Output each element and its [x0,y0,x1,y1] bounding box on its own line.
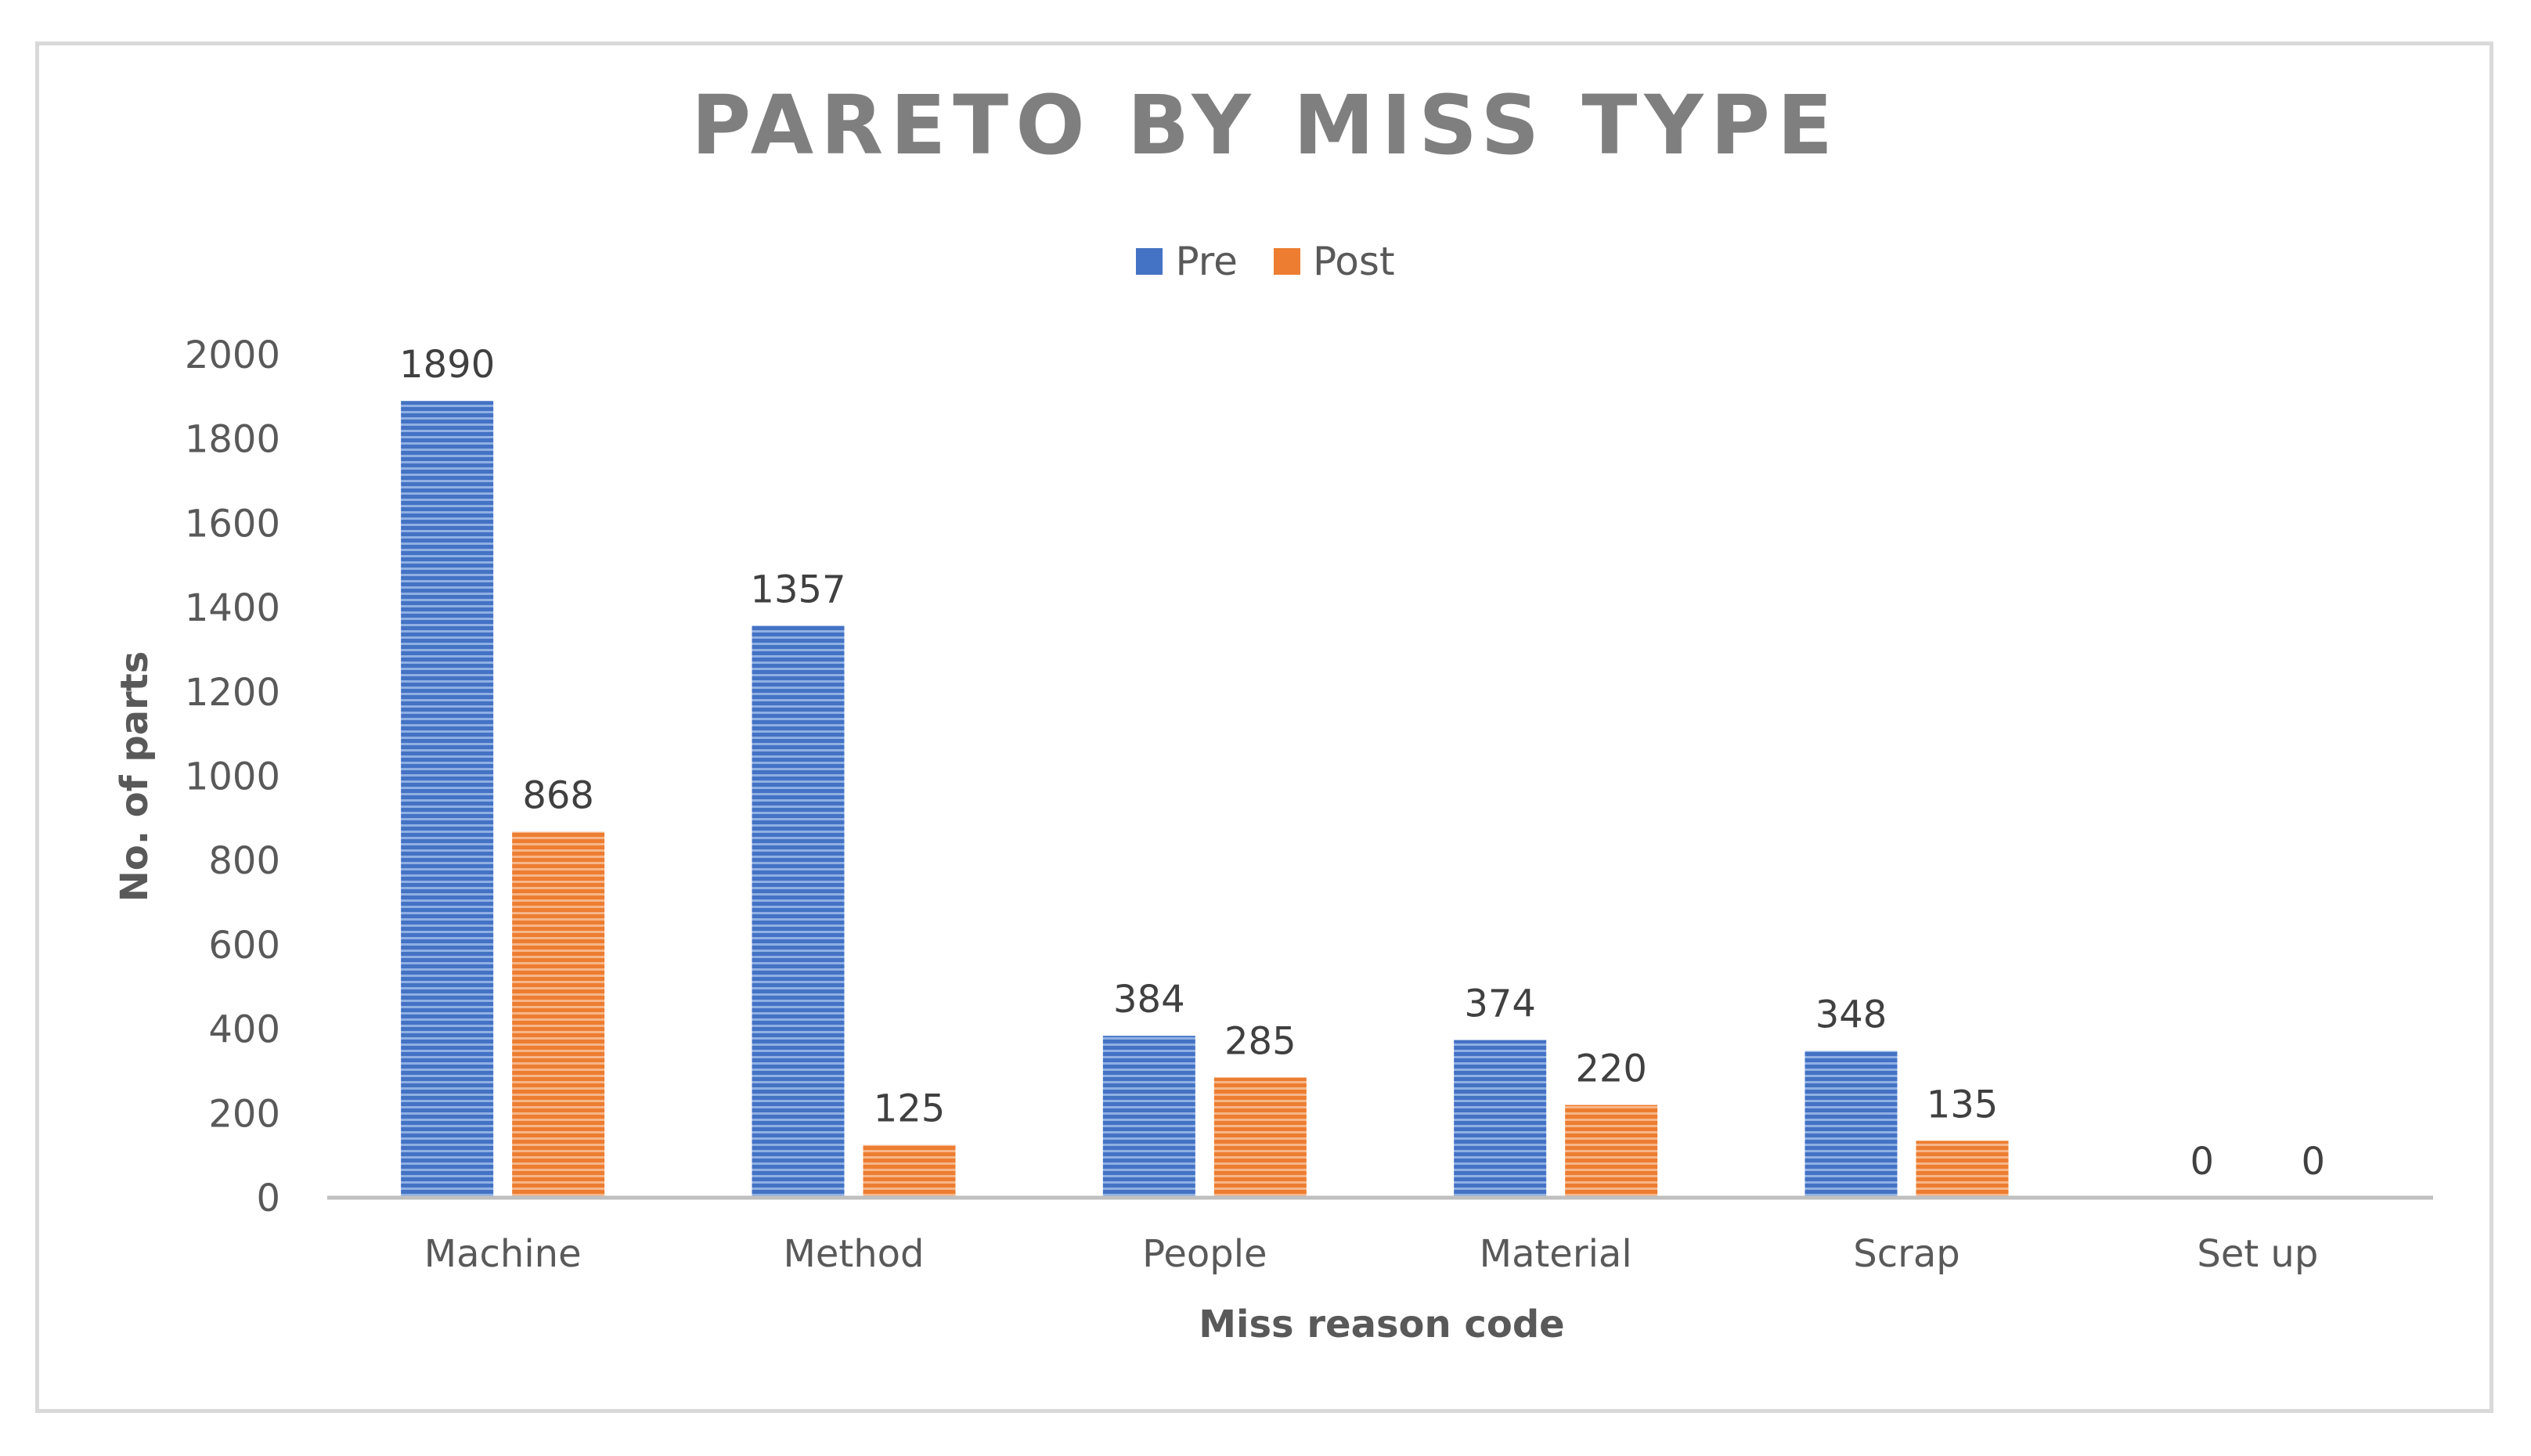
data-label-pre: 1357 [750,568,845,611]
bar-post [512,831,605,1198]
y-tick-label: 1800 [185,418,280,462]
bar-pre [1805,1051,1898,1198]
legend-item-post: Post [1273,239,1395,284]
x-axis-title: Miss reason code [1199,1303,1564,1346]
bar-post [1916,1141,2009,1198]
bar-post [863,1144,956,1198]
bar-pre [1102,1036,1195,1198]
y-tick-label: 2000 [185,333,280,377]
chart-legend: Pre Post [0,239,2531,284]
data-label-post: 125 [874,1087,946,1131]
data-label-post: 0 [2302,1140,2326,1184]
chart-title: PARETO BY MISS TYPE [691,77,1840,173]
bar-pre [401,401,494,1198]
legend-label-pre: Pre [1175,239,1238,284]
bar-pre [1454,1040,1547,1198]
data-label-pre: 348 [1815,993,1887,1037]
x-axis: Machine Method People Material Scrap Set up [327,1195,2433,1276]
y-axis: 0 200 400 600 800 1000 1200 1400 1600 1800 2000 [185,333,280,1220]
y-tick-label: 1400 [185,586,280,630]
data-label-post: 135 [1927,1083,1999,1126]
y-tick-label: 1200 [185,671,280,715]
data-label-pre: 374 [1464,982,1536,1026]
data-label-post: 868 [522,774,594,818]
y-axis-title: No. of parts [113,651,157,903]
y-tick-label: 800 [208,839,280,883]
x-tick-label: Set up [2197,1232,2318,1276]
bar-post [1213,1077,1307,1198]
legend-swatch-post [1273,248,1300,275]
x-tick-label: Material [1480,1232,1632,1276]
x-tick-label: Method [783,1232,924,1276]
bar-post [1565,1105,1658,1198]
bar-pre [752,625,845,1198]
legend-swatch-pre [1136,248,1163,275]
y-tick-label: 600 [208,924,280,968]
y-tick-label: 0 [256,1177,280,1220]
data-label-pre: 384 [1113,978,1185,1022]
x-tick-label: Machine [424,1232,582,1276]
x-tick-label: People [1142,1232,1267,1276]
legend-label-post: Post [1312,239,1395,284]
data-label-pre: 1890 [399,343,495,387]
data-label-pre: 0 [2190,1140,2215,1184]
x-tick-label: Scrap [1853,1232,1960,1276]
legend-item-pre: Pre [1136,239,1238,284]
y-tick-label: 1600 [185,502,280,546]
data-label-post: 285 [1224,1020,1296,1064]
y-tick-label: 400 [208,1008,280,1052]
y-tick-label: 1000 [185,755,280,799]
y-tick-label: 200 [208,1092,280,1136]
data-label-post: 220 [1575,1047,1647,1091]
bars: 1890 868 1357 125 384 285 374 220 348 135 0 0 [399,343,2325,1198]
